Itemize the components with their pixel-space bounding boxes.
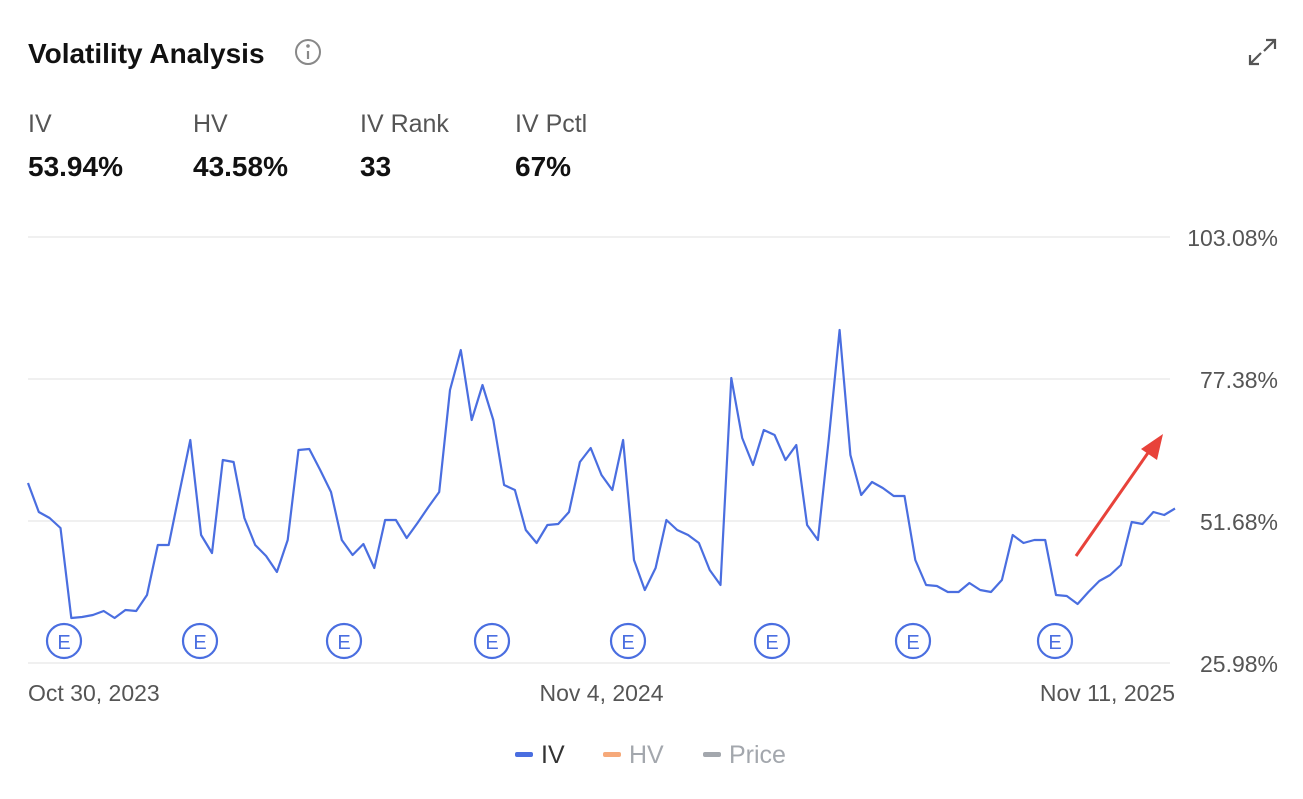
legend-swatch [515,752,533,757]
y-tick-label: 51.68% [1200,509,1278,535]
earnings-marker [473,622,511,660]
earnings-label: E [485,632,498,654]
earnings-marker [609,622,647,660]
x-tick-label: Nov 4, 2024 [539,680,663,706]
stat-label: HV [193,110,228,138]
annotation-arrow-head [1141,434,1163,460]
legend-swatch [603,752,621,757]
earnings-label: E [193,632,206,654]
iv-line [26,328,1176,620]
stat-value: 53.94% [28,151,123,182]
earnings-marker [181,622,219,660]
stat-label: IV Rank [360,110,449,138]
earnings-label: E [765,632,778,654]
expand-icon[interactable] [1248,38,1277,66]
chart: 25.98% 51.68% 77.38% 103.08% Oct 30, 2023 Nov… [26,225,1278,769]
y-tick-label: 103.08% [1187,225,1278,251]
earnings-label: E [1048,632,1061,654]
earnings-label: E [57,632,70,654]
stat-value: 33 [360,151,391,182]
x-tick-label: Oct 30, 2023 [28,680,160,706]
stat-label: IV [28,110,52,138]
earnings-marker [1036,622,1074,660]
stat-label: IV Pctl [515,110,587,138]
x-tick-label: Nov 11, 2025 [1040,680,1175,706]
y-tick-label: 25.98% [1200,651,1278,677]
earnings-marker [753,622,791,660]
annotation-arrow [1074,449,1152,557]
earnings-marker [894,622,932,660]
legend-label[interactable]: HV [629,741,664,769]
earnings-label: E [337,632,350,654]
y-tick-label: 77.38% [1200,367,1278,393]
earnings-marker [45,622,83,660]
earnings-label: E [906,632,919,654]
stat-value: 67% [515,151,571,182]
legend-label[interactable]: Price [729,741,786,769]
earnings-label: E [621,632,634,654]
earnings-marker [325,622,363,660]
legend-label[interactable]: IV [541,741,565,769]
legend-swatch [703,752,721,757]
stats: IV 53.94% HV 43.58% IV Rank 33 IV Pctl 67% [28,110,587,182]
info-icon[interactable] [295,39,321,65]
title: Volatility Analysis [28,38,265,69]
stat-value: 43.58% [193,151,288,182]
